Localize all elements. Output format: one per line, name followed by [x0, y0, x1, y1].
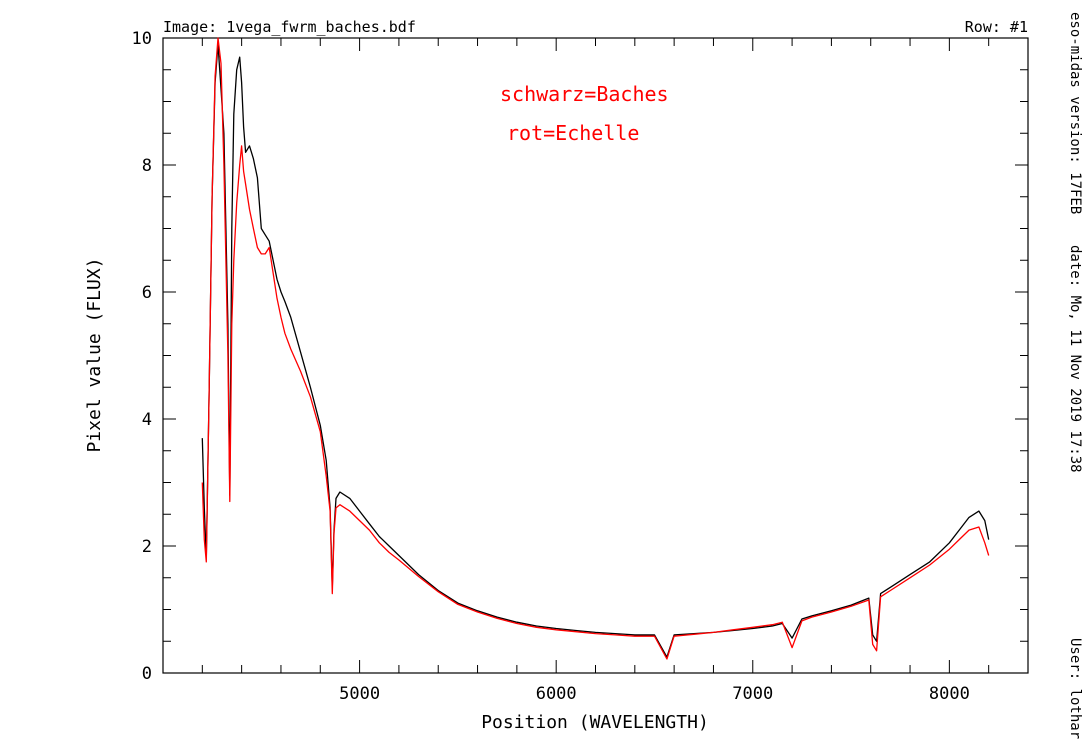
- image-header: Image: 1vega_fwrm_baches.bdf: [163, 18, 416, 36]
- plot-date: date: Mo, 11 Nov 2019 17:38: [1067, 245, 1083, 473]
- user-name: User: lothar: [1067, 638, 1083, 739]
- y-tick-label: 2: [142, 537, 152, 557]
- midas-version: eso-midas version: 17FEB: [1067, 12, 1083, 214]
- x-tick-label: 6000: [536, 684, 577, 704]
- row-header: Row: #1: [965, 18, 1028, 36]
- series-line-echelle: [201, 37, 990, 660]
- x-tick-label: 8000: [929, 684, 970, 704]
- y-tick-label: 4: [142, 410, 152, 430]
- series-line-baches: [201, 43, 990, 658]
- y-tick-label: 6: [142, 283, 152, 303]
- y-tick-label: 0: [142, 664, 152, 684]
- ticks: 5000 6000 7000 8000 0 2 4 6 8 10: [132, 29, 1028, 704]
- series-layer: [201, 37, 990, 660]
- y-tick-label: 8: [142, 156, 152, 176]
- x-axis-label: Position (WAVELENGTH): [481, 712, 709, 733]
- legend-black: schwarz=Baches: [500, 82, 669, 106]
- x-tick-label: 7000: [732, 684, 773, 704]
- y-axis-label: Pixel value (FLUX): [84, 257, 105, 452]
- legend-red: rot=Echelle: [507, 121, 639, 145]
- y-tick-label: 10: [132, 29, 152, 49]
- x-tick-label: 5000: [339, 684, 380, 704]
